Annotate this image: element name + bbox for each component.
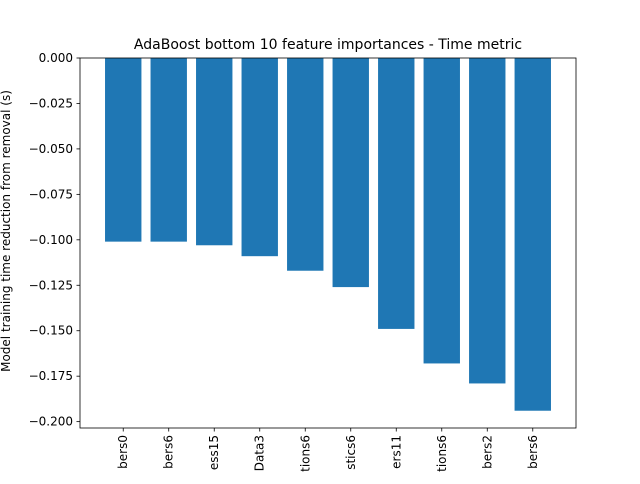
x-tick-label: ers11 xyxy=(389,435,403,469)
y-tick-label: −0.025 xyxy=(29,96,73,110)
x-tick-label: Data3 xyxy=(253,435,267,471)
bar-8 xyxy=(423,58,460,364)
x-tick-label: bers6 xyxy=(526,435,540,469)
x-tick-label: tions6 xyxy=(435,435,449,472)
bar-2 xyxy=(150,58,187,242)
y-tick-label: −0.100 xyxy=(29,233,73,247)
y-tick-label: −0.150 xyxy=(29,324,73,338)
x-axis: bers0 bers6 ess15 Data3 tions6 stics6 ers11 tio… xyxy=(116,428,540,472)
x-tick-label: stics6 xyxy=(344,435,358,470)
y-tick-label: −0.075 xyxy=(29,187,73,201)
bar-7 xyxy=(378,58,415,329)
y-axis: 0.000 −0.025 −0.050 −0.075 −0.100 −0.125 −0.15… xyxy=(29,51,80,429)
y-tick-label: −0.125 xyxy=(29,278,73,292)
x-tick-label: bers0 xyxy=(116,435,130,469)
bar-9 xyxy=(469,58,506,384)
bar-10 xyxy=(514,58,551,411)
y-tick-label: 0.000 xyxy=(39,51,73,65)
y-axis-title: Model training time reduction from remov… xyxy=(0,90,13,372)
bar-6 xyxy=(332,58,369,288)
x-tick-label: bers6 xyxy=(162,435,176,469)
bar-1 xyxy=(105,58,142,242)
x-tick-label: bers2 xyxy=(480,435,494,469)
y-tick-label: −0.175 xyxy=(29,369,73,383)
bar-3 xyxy=(196,58,233,246)
bar-5 xyxy=(287,58,324,271)
chart-title: AdaBoost bottom 10 feature importances -… xyxy=(134,37,522,53)
plot-area xyxy=(105,58,551,411)
y-tick-label: −0.050 xyxy=(29,142,73,156)
x-tick-label: ess15 xyxy=(207,435,221,470)
bar-4 xyxy=(241,58,278,257)
plot-frame xyxy=(79,57,577,429)
y-tick-label: −0.200 xyxy=(29,415,73,429)
x-tick-label: tions6 xyxy=(298,435,312,472)
